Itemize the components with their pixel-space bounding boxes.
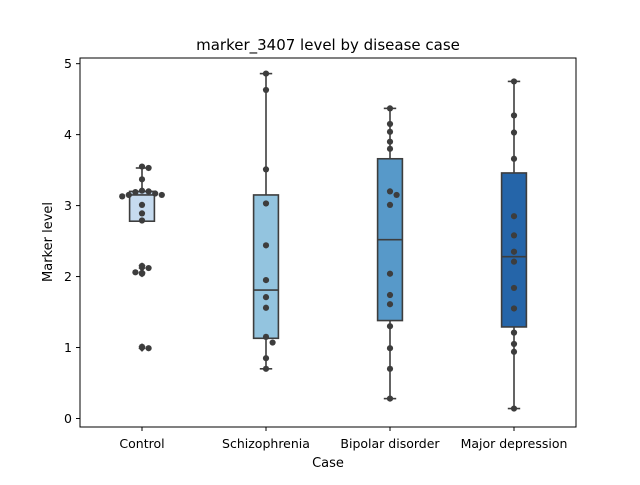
data-point xyxy=(262,355,270,362)
data-point xyxy=(510,284,518,292)
y-tick-label: 4 xyxy=(64,127,72,142)
data-point xyxy=(386,323,394,330)
x-axis-label: Case xyxy=(312,456,344,471)
data-point xyxy=(138,270,146,277)
data-point xyxy=(125,191,132,199)
data-point xyxy=(510,129,518,136)
data-point xyxy=(510,348,518,355)
x-tick-label: Major depression xyxy=(461,436,568,451)
y-axis-label: Marker level xyxy=(41,202,56,282)
data-point xyxy=(145,345,152,352)
data-point xyxy=(132,269,139,276)
data-point xyxy=(132,189,139,196)
data-point xyxy=(510,340,518,348)
data-point xyxy=(119,193,126,200)
x-tick-label: Schizophrenia xyxy=(222,436,310,451)
data-point xyxy=(510,78,518,85)
data-point xyxy=(269,339,276,346)
data-point xyxy=(145,164,152,172)
data-point xyxy=(158,191,165,199)
data-point xyxy=(510,329,518,336)
data-point xyxy=(386,128,394,135)
data-point xyxy=(138,343,146,350)
data-point xyxy=(510,258,518,265)
data-point xyxy=(138,176,146,183)
data-point xyxy=(386,105,394,112)
data-point xyxy=(510,305,518,312)
data-point xyxy=(138,201,146,208)
data-point xyxy=(510,155,518,162)
data-point xyxy=(262,333,270,340)
box-iqr xyxy=(500,172,528,328)
y-tick-label: 3 xyxy=(64,198,72,213)
data-point xyxy=(510,232,518,239)
data-point xyxy=(510,405,518,412)
data-point xyxy=(138,210,146,217)
data-point xyxy=(138,163,146,170)
data-point xyxy=(386,365,394,372)
data-point xyxy=(386,188,394,195)
x-tick-label: Control xyxy=(119,436,164,451)
data-point xyxy=(386,301,394,308)
data-point xyxy=(262,242,270,249)
data-point xyxy=(138,262,146,270)
y-tick-label: 1 xyxy=(64,340,72,355)
data-point xyxy=(262,365,270,372)
data-point xyxy=(262,200,270,207)
data-point xyxy=(386,291,394,299)
data-point xyxy=(386,395,394,402)
plot-area: 0 1 2 3 4 5 Control Schizophrenia Bipolar disord… xyxy=(64,56,577,451)
data-point xyxy=(386,138,394,145)
data-point xyxy=(262,304,270,311)
data-point xyxy=(262,166,270,173)
x-tick-label: Bipolar disorder xyxy=(340,436,440,451)
plot-frame xyxy=(79,57,577,428)
data-point xyxy=(386,201,394,208)
y-tick-label: 5 xyxy=(64,56,72,71)
y-tick-label: 0 xyxy=(64,411,72,426)
data-point xyxy=(386,270,394,277)
data-point xyxy=(152,190,159,197)
data-point xyxy=(386,145,394,152)
data-point xyxy=(510,112,518,119)
data-point xyxy=(262,277,270,284)
data-point xyxy=(262,294,270,301)
data-point xyxy=(145,264,152,272)
data-point xyxy=(393,191,400,199)
data-point xyxy=(386,345,394,352)
data-point xyxy=(386,120,394,128)
data-point xyxy=(262,70,270,77)
data-point xyxy=(510,248,518,255)
data-point xyxy=(138,187,146,194)
box-iqr xyxy=(252,194,280,340)
data-point xyxy=(262,86,270,94)
data-point xyxy=(145,188,152,195)
chart-title: marker_3407 level by disease case xyxy=(196,36,460,55)
data-point xyxy=(138,217,146,224)
data-point xyxy=(510,213,518,220)
y-tick-label: 2 xyxy=(64,269,72,284)
